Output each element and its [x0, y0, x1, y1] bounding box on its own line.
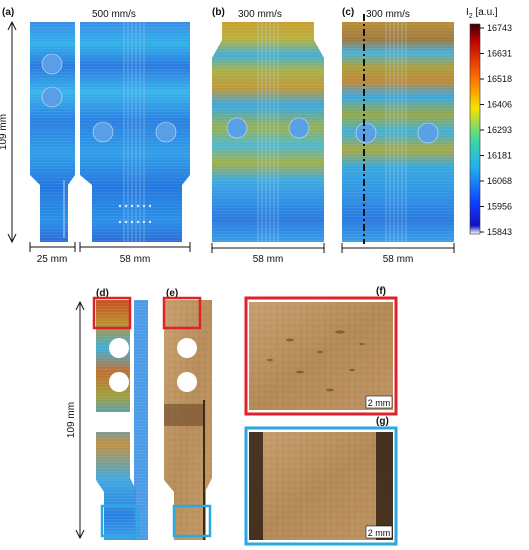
blue-highlight-box-d — [100, 504, 140, 538]
scale-bar-g-label: 2 mm — [368, 528, 391, 538]
panel-b: (b) 300 mm/s — [212, 7, 324, 242]
panel-f-label: (f) — [376, 286, 386, 297]
panel-b-label: (b) — [212, 7, 225, 18]
panel-g: (g) 2 mm — [244, 416, 398, 546]
panel-a-width-wide: 58 mm — [120, 254, 151, 265]
colorbar-tick-label: 16518 — [487, 74, 512, 84]
hole — [41, 53, 63, 75]
scale-bar-g — [365, 525, 393, 539]
hole — [109, 372, 129, 392]
panel-f: (f) 2 mm — [244, 286, 398, 416]
panel-a-label: (a) — [2, 7, 14, 18]
colorbar-tick-label: 15956 — [487, 202, 512, 212]
hole — [109, 338, 129, 358]
panel-c: (c) 300 mm/s — [342, 7, 454, 244]
panel-c-width: 58 mm — [383, 254, 414, 265]
hole — [41, 86, 63, 108]
colorbar-title: I2 [a.u.] — [466, 7, 498, 20]
colorbar-tick-label: 16743 — [487, 23, 512, 33]
dark-edge-right — [376, 432, 393, 540]
colorbar-tick-label: 16631 — [487, 49, 512, 59]
panel-e-label: (e) — [166, 288, 178, 299]
colorbar-tick-label: 15843 — [487, 227, 512, 237]
hole — [177, 338, 197, 358]
hole — [417, 122, 439, 144]
blue-highlight-box-e — [172, 504, 212, 538]
panel-a-speed: 500 mm/s — [92, 9, 136, 20]
panel-c-label: (c) — [342, 7, 354, 18]
colorbar-tick-label: 16293 — [487, 125, 512, 135]
slot — [164, 404, 204, 426]
hole — [226, 117, 248, 139]
panel-d: (d) 109 mm — [66, 288, 148, 540]
colorbar-tick-label: 16068 — [487, 176, 512, 186]
red-highlight-box-e — [162, 296, 202, 330]
panel-g-label: (g) — [376, 416, 389, 427]
dark-edge-left — [249, 432, 263, 540]
panel-d-height: 109 mm — [66, 402, 77, 438]
colorbar-tick-label: 16181 — [487, 151, 512, 161]
hole — [92, 121, 114, 143]
colorbar-gradient — [469, 23, 481, 235]
hole — [155, 121, 177, 143]
colorbar-tick-label: 16406 — [487, 100, 512, 110]
panel-b-speed: 300 mm/s — [238, 9, 282, 20]
panel-d-label: (d) — [96, 288, 109, 299]
colorbar: I2 [a.u.] 16743 16631 16518 16406 16293 16181… — [466, 7, 512, 237]
hole — [355, 122, 377, 144]
colorbar-ticks: 16743 16631 16518 16406 16293 16181 16068 15956… — [480, 23, 512, 237]
hole — [177, 372, 197, 392]
scale-bar-f-label: 2 mm — [368, 398, 391, 408]
hole — [288, 117, 310, 139]
panel-b-width: 58 mm — [253, 254, 284, 265]
scale-bar-f — [365, 395, 393, 409]
red-highlight-box-d — [92, 296, 132, 330]
panel-c-speed: 300 mm/s — [366, 9, 410, 20]
panel-a: (a) 500 mm/s 109 mm 25 — [0, 7, 191, 265]
gap-region — [96, 412, 130, 432]
panel-a-height: 109 mm — [0, 114, 9, 150]
panel-e: (e) — [162, 288, 212, 540]
panel-a-width-narrow: 25 mm — [37, 254, 68, 265]
